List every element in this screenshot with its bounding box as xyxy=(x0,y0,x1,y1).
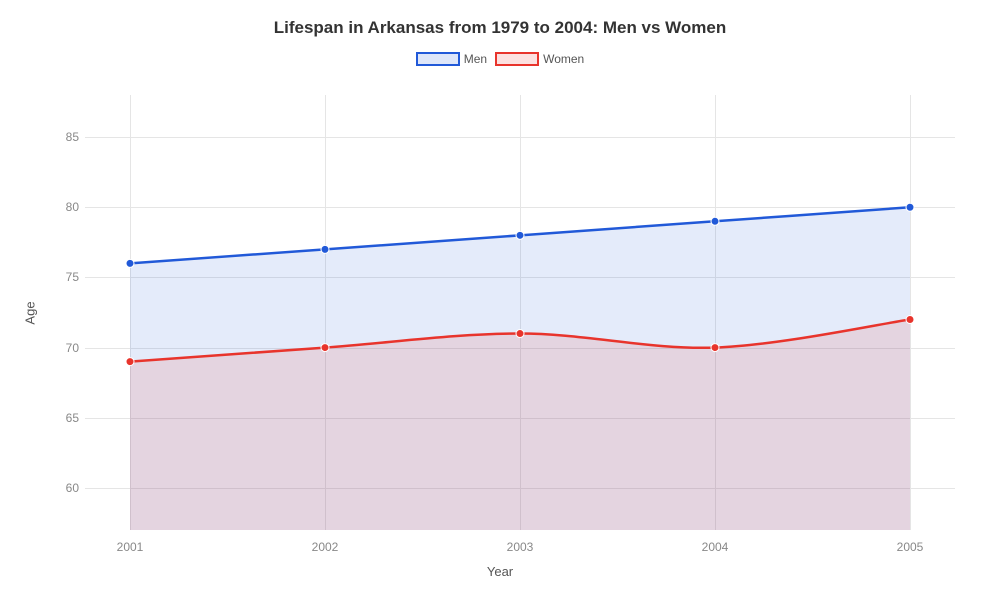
y-tick-label: 60 xyxy=(57,481,79,495)
x-tick-label: 2001 xyxy=(117,540,144,554)
x-tick-label: 2005 xyxy=(897,540,924,554)
data-point[interactable] xyxy=(711,344,719,352)
x-axis-title: Year xyxy=(487,564,513,579)
legend-swatch-men xyxy=(416,52,460,66)
legend-item-women[interactable]: Women xyxy=(495,52,584,66)
data-point[interactable] xyxy=(321,245,329,253)
data-point[interactable] xyxy=(711,217,719,225)
data-point[interactable] xyxy=(126,358,134,366)
y-tick-label: 80 xyxy=(57,200,79,214)
x-tick-label: 2002 xyxy=(312,540,339,554)
y-tick-label: 75 xyxy=(57,270,79,284)
legend-label-men: Men xyxy=(464,52,487,66)
plot-area xyxy=(85,95,955,530)
y-axis-title: Age xyxy=(23,301,38,324)
legend-label-women: Women xyxy=(543,52,584,66)
y-tick-label: 70 xyxy=(57,341,79,355)
chart-title: Lifespan in Arkansas from 1979 to 2004: … xyxy=(0,0,1000,38)
data-point[interactable] xyxy=(906,203,914,211)
data-point[interactable] xyxy=(516,231,524,239)
x-tick-label: 2004 xyxy=(702,540,729,554)
legend: Men Women xyxy=(0,52,1000,66)
x-tick-label: 2003 xyxy=(507,540,534,554)
chart-container: Lifespan in Arkansas from 1979 to 2004: … xyxy=(0,0,1000,600)
legend-item-men[interactable]: Men xyxy=(416,52,487,66)
data-point[interactable] xyxy=(126,259,134,267)
data-point[interactable] xyxy=(906,316,914,324)
y-tick-label: 85 xyxy=(57,130,79,144)
series-svg xyxy=(85,95,955,530)
data-point[interactable] xyxy=(321,344,329,352)
y-tick-label: 65 xyxy=(57,411,79,425)
data-point[interactable] xyxy=(516,330,524,338)
legend-swatch-women xyxy=(495,52,539,66)
